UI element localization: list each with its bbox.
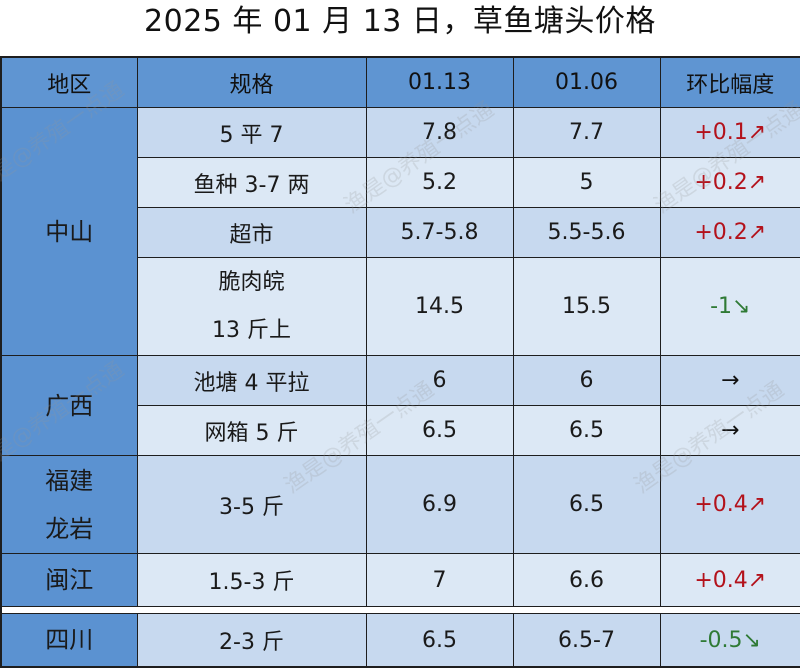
spec-cell: 网箱 5 斤 (136, 405, 367, 456)
current-price-cell: 6.5 (365, 613, 514, 668)
page-title: 2025 年 01 月 13 日，草鱼塘头价格 (144, 4, 656, 39)
previous-price-cell: 5 (512, 157, 661, 208)
spec-cell: 1.5-3 斤 (136, 553, 367, 607)
spec-line: 13 斤上 (212, 317, 291, 343)
divider-cell (0, 606, 800, 614)
table-row: 闽江 1.5-3 斤 7 6.6 +0.4↗ (0, 553, 800, 607)
previous-price-cell: 6.6 (512, 553, 661, 607)
previous-price-cell: 6.5 (512, 405, 661, 456)
price-table: 地区 规格 01.13 01.06 环比幅度 中山 5 平 7 7.8 7.7 … (0, 56, 800, 668)
previous-price-cell: 6.5-7 (512, 613, 661, 668)
current-price-cell: 6 (365, 355, 514, 406)
header-spec: 规格 (136, 56, 367, 108)
table-row: 中山 5 平 7 7.8 7.7 +0.1↗ (0, 107, 800, 356)
change-cell: -1↘ (659, 257, 800, 356)
table-row: 广西 池塘 4 平拉 6 6 → (0, 355, 800, 456)
table-row: 四川 2-3 斤 6.5 6.5-7 -0.5↘ (0, 613, 800, 668)
region-cell: 四川 (0, 613, 138, 668)
header-change: 环比幅度 (659, 56, 800, 108)
change-cell: -0.5↘ (659, 613, 800, 668)
region-cell: 闽江 (0, 553, 138, 607)
header-previous-date: 01.06 (512, 56, 661, 108)
spec-cell: 5 平 7 (136, 107, 367, 158)
region-cell: 广西 (0, 355, 138, 456)
spec-cell: 超市 (136, 207, 367, 258)
header-region: 地区 (0, 56, 138, 108)
table-row: 脆肉皖 13 斤上 14.5 15.5 -1↘ (1, 257, 800, 356)
spec-cell: 2-3 斤 (136, 613, 367, 668)
current-price-cell: 5.7-5.8 (365, 207, 514, 258)
region-cell: 福建 龙岩 (0, 455, 138, 554)
spec-cell: 池塘 4 平拉 (136, 355, 367, 406)
previous-price-cell: 6.5 (512, 455, 661, 554)
spec-line: 脆肉皖 (218, 269, 285, 295)
change-cell: +0.2↗ (659, 157, 800, 208)
previous-price-cell: 5.5-5.6 (512, 207, 661, 258)
current-price-cell: 7 (365, 553, 514, 607)
change-cell: +0.2↗ (659, 207, 800, 258)
current-price-cell: 6.9 (365, 455, 514, 554)
spec-cell: 脆肉皖 13 斤上 (136, 257, 367, 356)
region-cell: 中山 (0, 107, 138, 356)
change-cell: +0.1↗ (659, 107, 800, 158)
change-cell: +0.4↗ (659, 553, 800, 607)
table-header-row: 地区 规格 01.13 01.06 环比幅度 (0, 56, 800, 108)
spec-cell: 鱼种 3-7 两 (136, 157, 367, 208)
header-current-date: 01.13 (365, 56, 514, 108)
region-line: 福建 (45, 466, 94, 495)
change-cell: +0.4↗ (659, 455, 800, 554)
table-row: 福建 龙岩 3-5 斤 6.9 6.5 +0.4↗ (0, 455, 800, 554)
previous-price-cell: 6 (512, 355, 661, 406)
spec-cell: 3-5 斤 (136, 455, 367, 554)
table-row: 超市 5.7-5.8 5.5-5.6 +0.2↗ (1, 207, 800, 258)
table-row: 鱼种 3-7 两 5.2 5 +0.2↗ (1, 157, 800, 208)
current-price-cell: 5.2 (365, 157, 514, 208)
current-price-cell: 7.8 (365, 107, 514, 158)
table-divider (0, 606, 800, 614)
previous-price-cell: 15.5 (512, 257, 661, 356)
previous-price-cell: 7.7 (512, 107, 661, 158)
region-line: 龙岩 (45, 514, 94, 543)
table-row: 网箱 5 斤 6.5 6.5 → (1, 405, 800, 456)
current-price-cell: 14.5 (365, 257, 514, 356)
change-cell: → (659, 355, 800, 406)
change-cell: → (659, 405, 800, 456)
current-price-cell: 6.5 (365, 405, 514, 456)
